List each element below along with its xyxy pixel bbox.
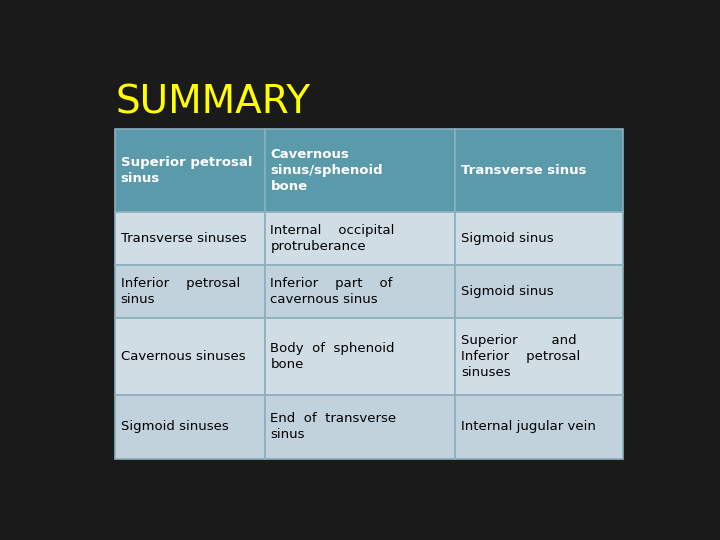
Bar — [455, 212, 623, 265]
Bar — [455, 318, 623, 395]
Bar — [455, 265, 623, 318]
Text: End  of  transverse
sinus: End of transverse sinus — [271, 413, 397, 441]
Text: Sigmoid sinuses: Sigmoid sinuses — [121, 420, 228, 433]
Bar — [265, 395, 455, 458]
Bar — [115, 129, 265, 212]
Text: Internal    occipital
protruberance: Internal occipital protruberance — [271, 224, 395, 253]
Text: Sigmoid sinus: Sigmoid sinus — [461, 232, 554, 245]
Text: Sigmoid sinus: Sigmoid sinus — [461, 285, 554, 298]
Text: Internal jugular vein: Internal jugular vein — [461, 420, 595, 433]
Text: Transverse sinuses: Transverse sinuses — [121, 232, 246, 245]
Text: SUMMARY: SUMMARY — [115, 84, 310, 122]
Text: Inferior    part    of
cavernous sinus: Inferior part of cavernous sinus — [271, 277, 393, 306]
Bar — [115, 265, 265, 318]
Text: Transverse sinus: Transverse sinus — [461, 164, 586, 177]
Text: Superior petrosal
sinus: Superior petrosal sinus — [121, 156, 252, 185]
Bar — [455, 395, 623, 458]
Text: Inferior    petrosal
sinus: Inferior petrosal sinus — [121, 277, 240, 306]
Bar — [265, 212, 455, 265]
Bar — [265, 129, 455, 212]
Text: Superior        and
Inferior    petrosal
sinuses: Superior and Inferior petrosal sinuses — [461, 334, 580, 379]
Text: Body  of  sphenoid
bone: Body of sphenoid bone — [271, 342, 395, 371]
Bar — [115, 395, 265, 458]
Bar — [265, 265, 455, 318]
Bar — [115, 318, 265, 395]
Bar — [455, 129, 623, 212]
Text: Cavernous sinuses: Cavernous sinuses — [121, 350, 246, 363]
Bar — [115, 212, 265, 265]
Text: Cavernous
sinus/sphenoid
bone: Cavernous sinus/sphenoid bone — [271, 148, 383, 193]
Bar — [265, 318, 455, 395]
